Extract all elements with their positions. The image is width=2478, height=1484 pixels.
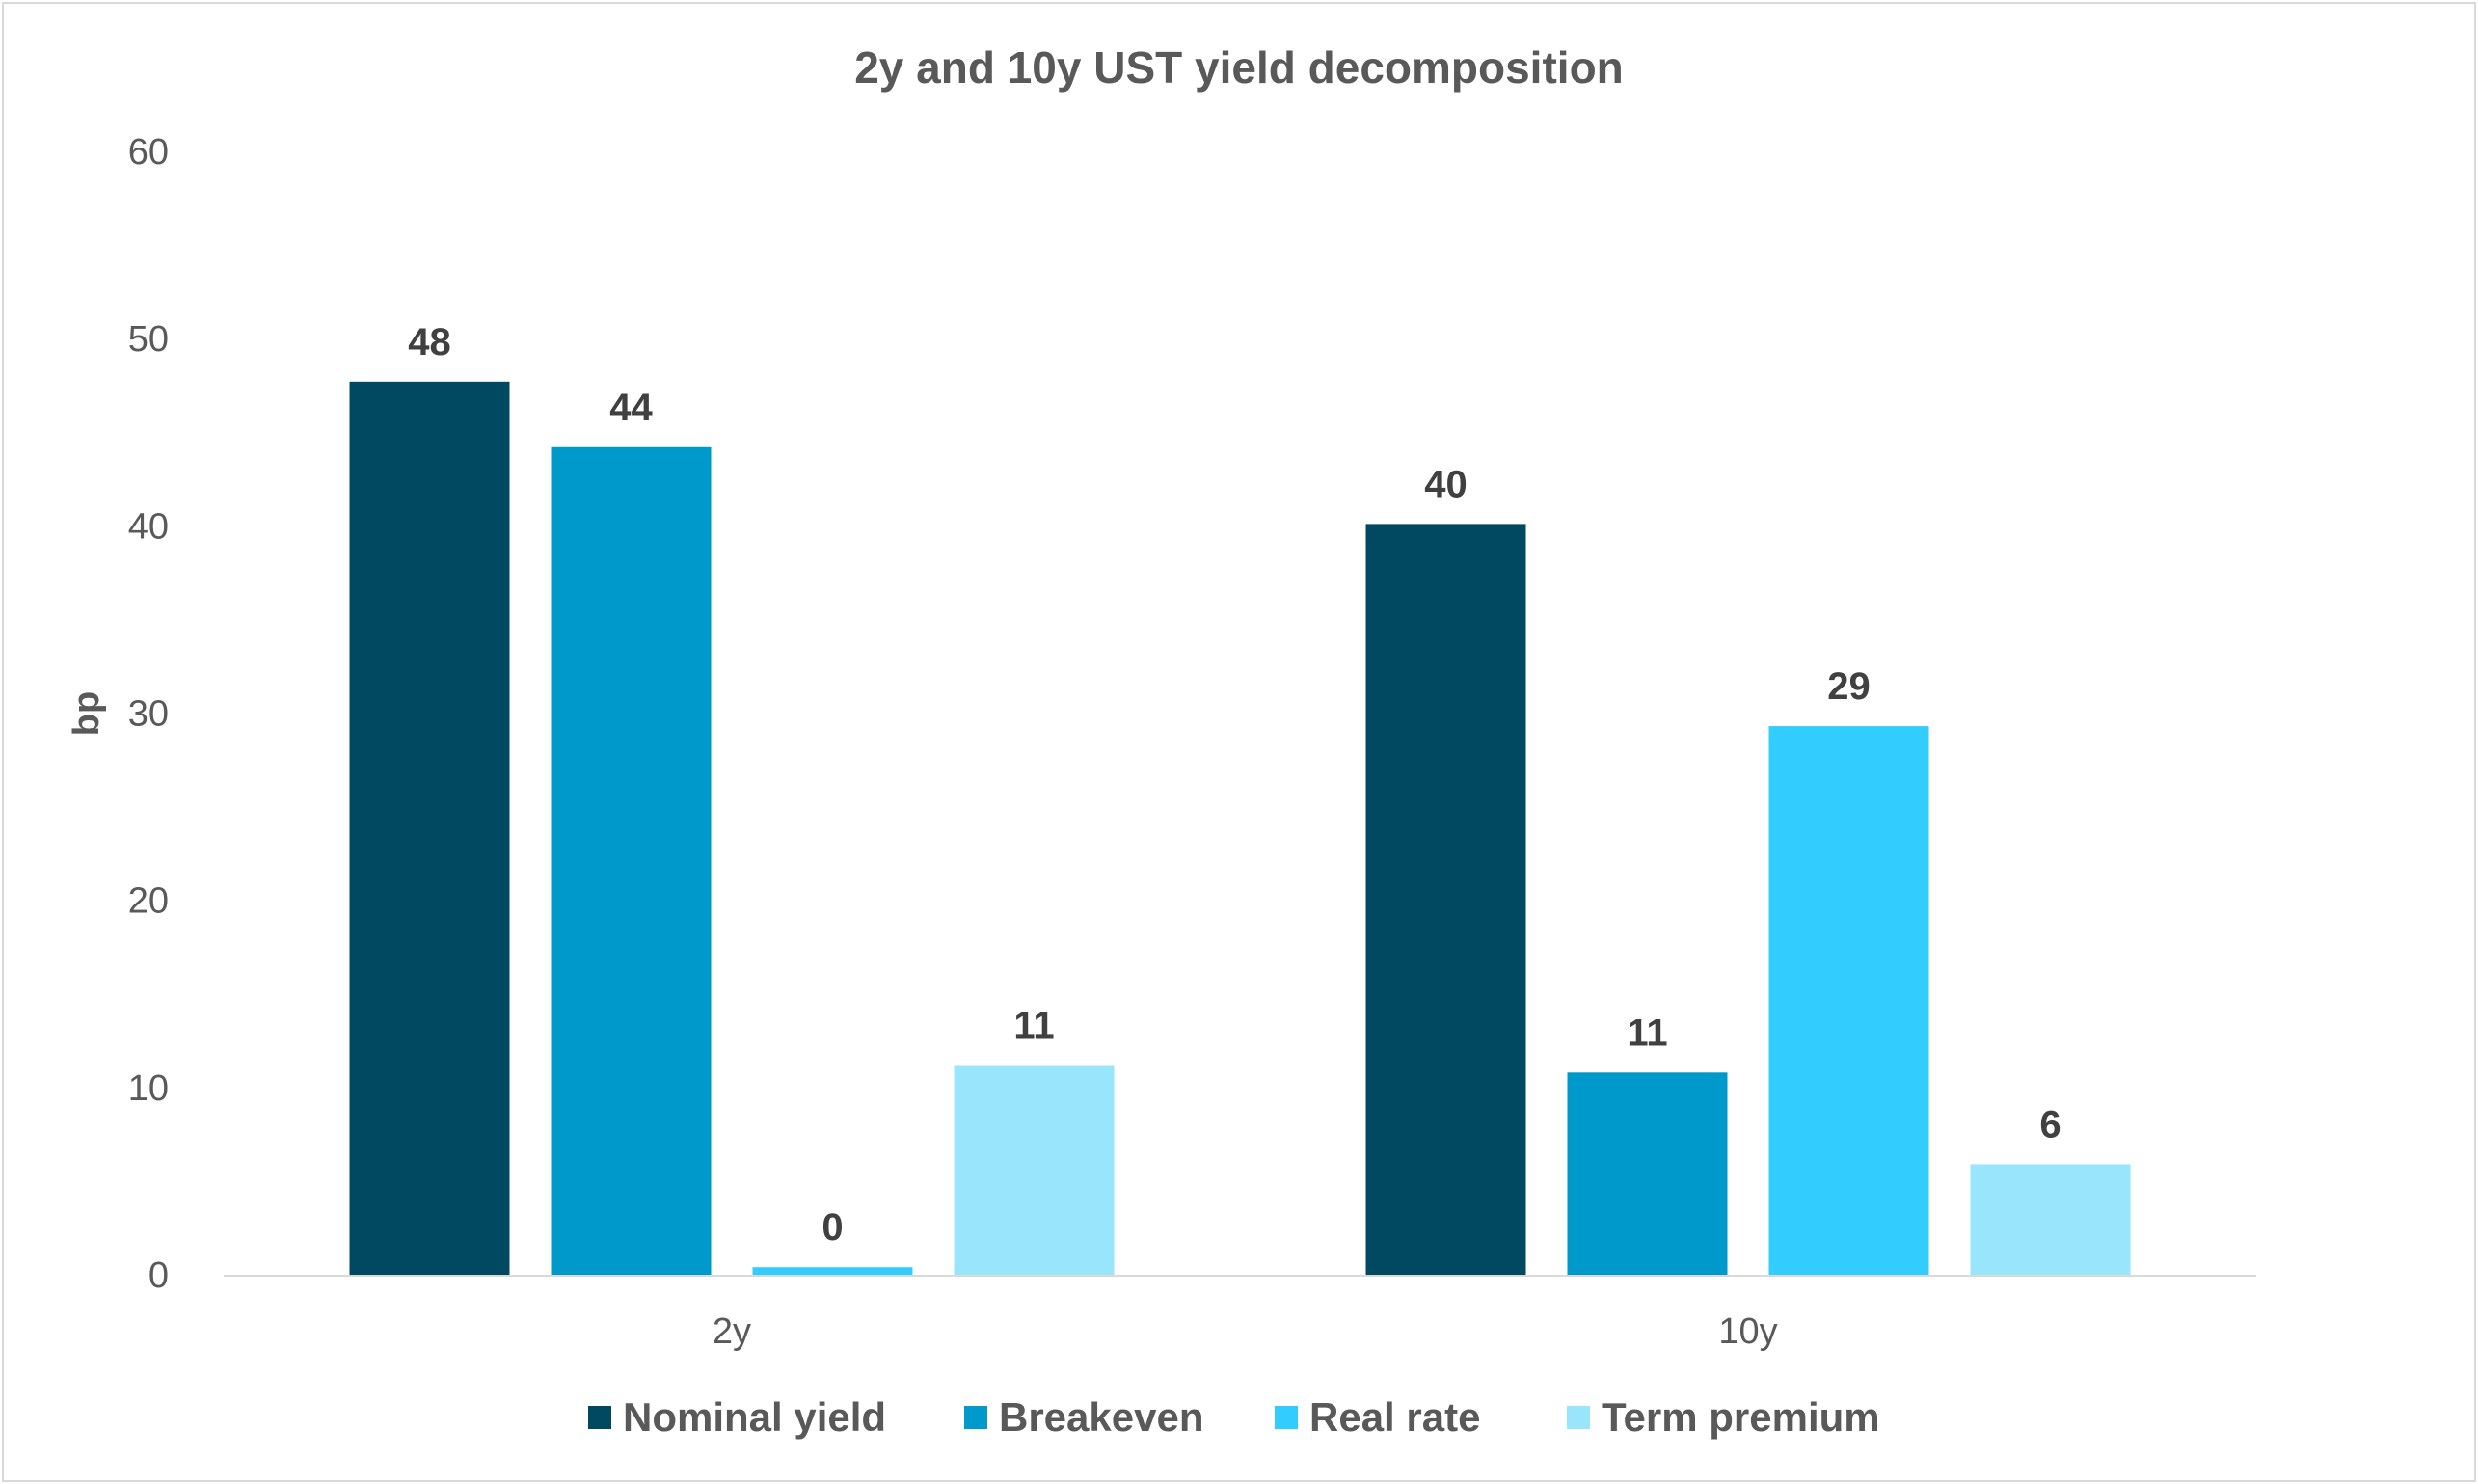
- legend: Nominal yield Breakeven Real rate Term prem…: [588, 1394, 1880, 1440]
- data-label: 48: [408, 321, 451, 364]
- data-label: 6: [2039, 1103, 2061, 1146]
- y-tick-label: 0: [148, 1255, 169, 1296]
- data-label: 11: [1013, 1005, 1054, 1047]
- bar-nominal-yield-2y: [349, 381, 510, 1275]
- y-tick-label: 40: [128, 506, 169, 547]
- y-axis-label: bp: [67, 691, 107, 736]
- data-label: 0: [822, 1206, 843, 1249]
- bar-real-rate-2y: [752, 1267, 913, 1275]
- y-tick-label: 50: [128, 319, 169, 360]
- y-tick-label: 60: [128, 132, 169, 173]
- data-label: 11: [1627, 1012, 1667, 1054]
- legend-swatch: [588, 1406, 611, 1429]
- legend-swatch: [1567, 1406, 1590, 1429]
- legend-label: Nominal yield: [623, 1394, 886, 1440]
- y-tick-label: 20: [128, 881, 169, 922]
- bar-breakeven-10y: [1567, 1072, 1728, 1275]
- y-tick-label: 30: [128, 694, 169, 735]
- data-label: 44: [609, 387, 653, 429]
- legend-label: Breakeven: [999, 1394, 1203, 1440]
- category-label: 10y: [1718, 1311, 1777, 1352]
- legend-swatch: [964, 1406, 987, 1429]
- data-label: 29: [1827, 665, 1871, 708]
- bar-nominal-yield-10y: [1365, 524, 1526, 1275]
- bar-term-premium-10y: [1970, 1164, 2131, 1275]
- y-tick-labels: 0 10 20 30 40 50 60: [128, 132, 169, 1296]
- bars: [349, 381, 2131, 1275]
- bar-term-premium-2y: [954, 1065, 1115, 1275]
- category-label: 2y: [713, 1311, 751, 1352]
- legend-label: Real rate: [1309, 1394, 1480, 1440]
- category-labels: 2y 10y: [713, 1311, 1778, 1352]
- bar-real-rate-10y: [1768, 726, 1929, 1275]
- legend-swatch: [1275, 1406, 1298, 1429]
- data-label: 40: [1424, 463, 1468, 505]
- chart-title: 2y and 10y UST yield decomposition: [854, 42, 1624, 93]
- legend-label: Term premium: [1602, 1394, 1880, 1440]
- y-tick-label: 10: [128, 1068, 169, 1109]
- bar-breakeven-2y: [551, 446, 712, 1275]
- data-labels: 48 44 0 11 40 11 29 6: [408, 321, 2061, 1249]
